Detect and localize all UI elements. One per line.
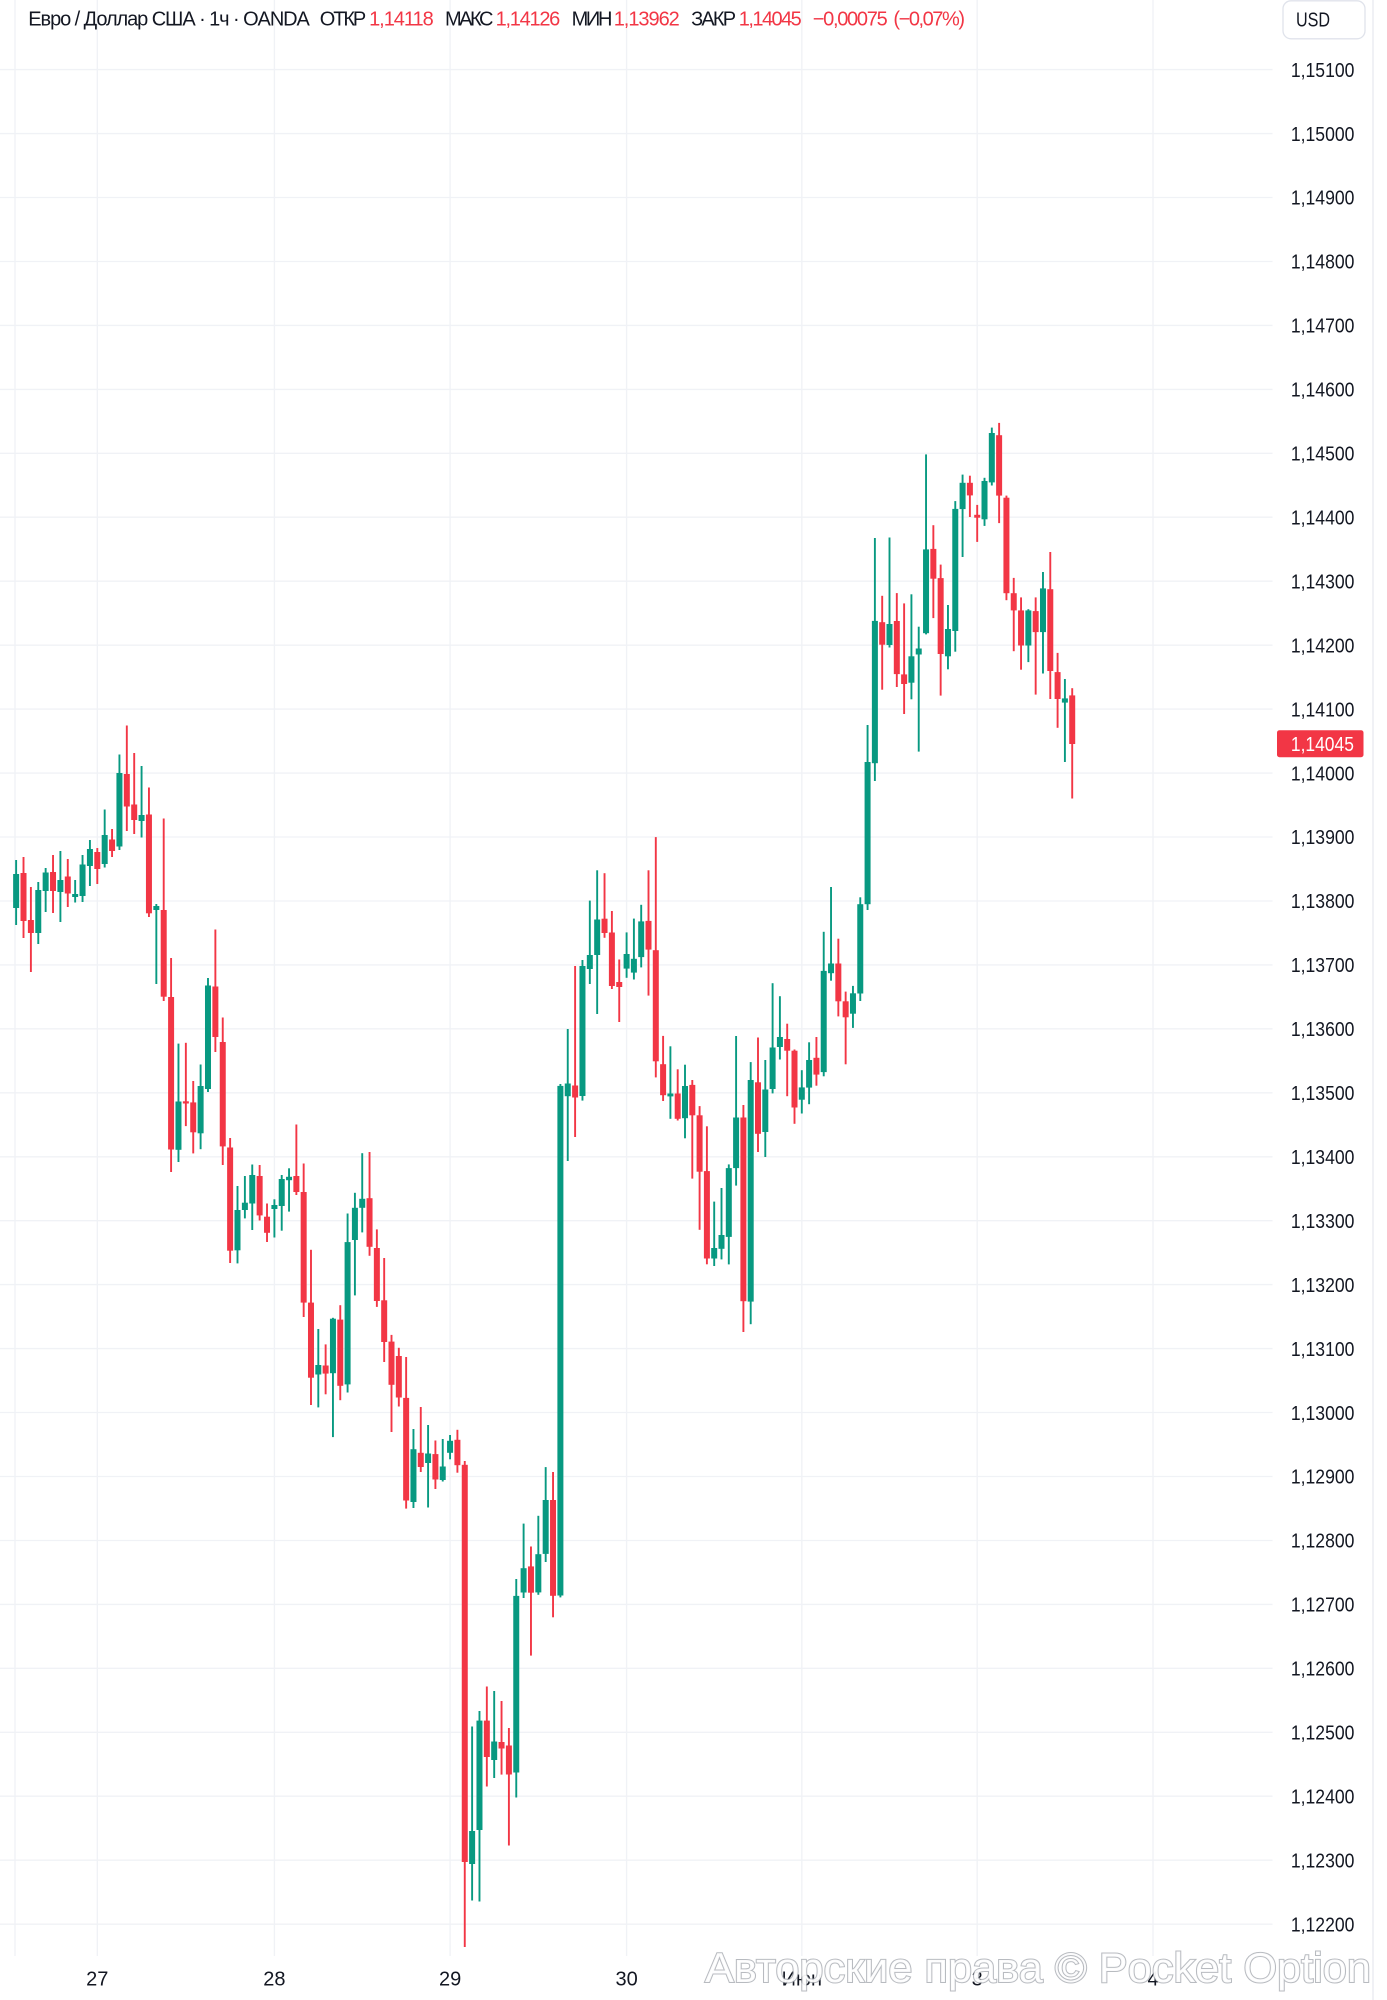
- svg-text:1,14900: 1,14900: [1291, 188, 1355, 210]
- svg-text:1,12700: 1,12700: [1291, 1595, 1355, 1617]
- svg-text:1,13800: 1,13800: [1291, 891, 1355, 913]
- svg-text:1,15000: 1,15000: [1291, 124, 1355, 146]
- svg-text:1,14200: 1,14200: [1291, 635, 1355, 657]
- svg-text:Евро / Доллар США · 1ч · OANDA: Евро / Доллар США · 1ч · OANDA ОТКР 1,1411…: [28, 8, 965, 30]
- svg-text:28: 28: [263, 1969, 285, 1991]
- svg-text:USD: USD: [1296, 10, 1330, 32]
- svg-text:1,14000: 1,14000: [1291, 763, 1355, 785]
- svg-text:30: 30: [615, 1969, 637, 1991]
- svg-text:Июн: Июн: [782, 1969, 822, 1991]
- svg-text:1,14700: 1,14700: [1291, 316, 1355, 338]
- svg-text:29: 29: [439, 1969, 461, 1991]
- svg-text:1,12300: 1,12300: [1291, 1850, 1355, 1872]
- svg-text:1,13000: 1,13000: [1291, 1403, 1355, 1425]
- svg-text:1,13400: 1,13400: [1291, 1147, 1355, 1169]
- svg-text:1,12400: 1,12400: [1291, 1787, 1355, 1809]
- svg-text:1,13600: 1,13600: [1291, 1019, 1355, 1041]
- svg-text:1,14300: 1,14300: [1291, 571, 1355, 593]
- svg-text:1,15100: 1,15100: [1291, 60, 1355, 82]
- svg-text:27: 27: [86, 1969, 108, 1991]
- svg-text:1,14045: 1,14045: [1291, 734, 1354, 756]
- svg-text:1,12500: 1,12500: [1291, 1723, 1355, 1745]
- svg-text:1,14400: 1,14400: [1291, 508, 1355, 530]
- svg-text:1,12600: 1,12600: [1291, 1659, 1355, 1681]
- svg-text:1,12800: 1,12800: [1291, 1531, 1355, 1553]
- svg-text:1,13100: 1,13100: [1291, 1339, 1355, 1361]
- svg-text:1,13300: 1,13300: [1291, 1211, 1355, 1233]
- svg-text:1,12900: 1,12900: [1291, 1467, 1355, 1489]
- svg-text:1,14500: 1,14500: [1291, 444, 1355, 466]
- svg-text:4: 4: [1147, 1969, 1158, 1991]
- svg-text:1,14600: 1,14600: [1291, 380, 1355, 402]
- svg-text:1,13700: 1,13700: [1291, 955, 1355, 977]
- svg-text:Авторские права © Pocket Optio: Авторские права © Pocket Option: [705, 1944, 1371, 1991]
- svg-text:1,14100: 1,14100: [1291, 699, 1355, 721]
- svg-text:1,13200: 1,13200: [1291, 1275, 1355, 1297]
- svg-text:1,13900: 1,13900: [1291, 827, 1355, 849]
- svg-text:1,12200: 1,12200: [1291, 1914, 1355, 1936]
- svg-text:3: 3: [972, 1969, 983, 1991]
- svg-text:1,14800: 1,14800: [1291, 252, 1355, 274]
- svg-text:1,13500: 1,13500: [1291, 1083, 1355, 1105]
